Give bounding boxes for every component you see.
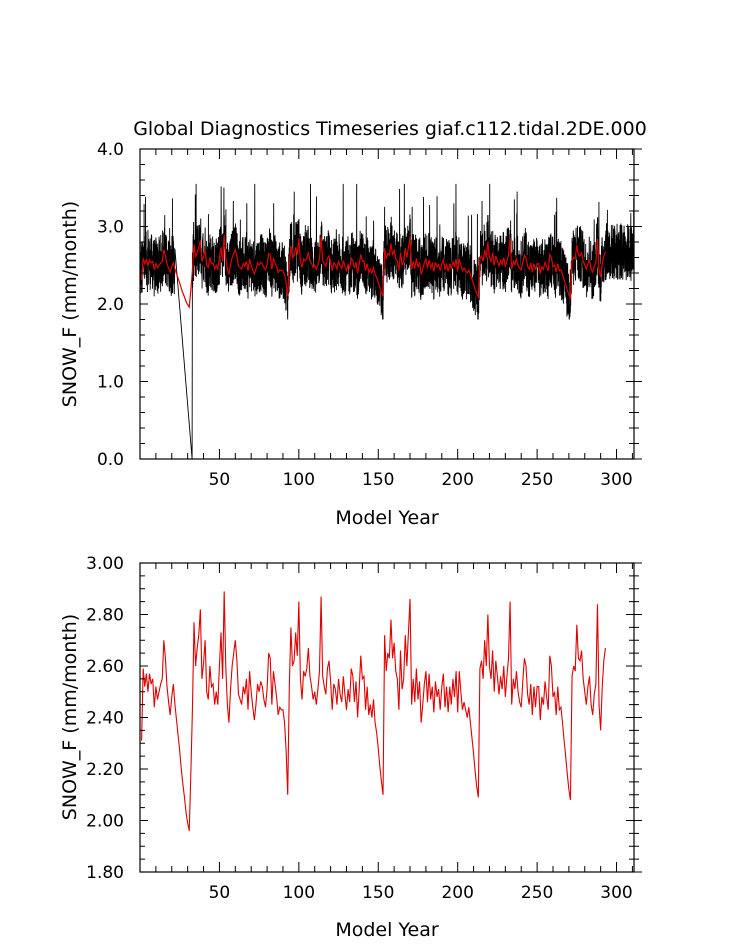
x-tick-label: 150 xyxy=(362,883,394,903)
bottom-ytick-labels: 1.80 2.00 2.20 2.40 2.60 2.80 3.00 xyxy=(86,554,124,883)
chart-top: Global Diagnostics Timeseries giaf.c112.… xyxy=(59,118,647,529)
y-tick-label: 2.80 xyxy=(86,606,124,626)
y-tick-label: 2.40 xyxy=(86,709,124,729)
monthly-series-line xyxy=(139,183,635,460)
x-tick-label: 50 xyxy=(209,883,231,903)
x-tick-label: 250 xyxy=(521,470,553,490)
top-series-layer xyxy=(139,183,635,460)
top-ytick-labels: 0.0 1.0 2.0 3.0 4.0 xyxy=(97,140,124,470)
y-tick-label: 4.0 xyxy=(97,140,124,160)
y-tick-label: 3.00 xyxy=(86,554,124,574)
top-ticks-layer xyxy=(140,148,642,460)
bottom-series-layer xyxy=(141,591,606,831)
y-tick-label: 1.80 xyxy=(86,863,124,883)
top-y-axis-label: SNOW_F (mm/month) xyxy=(59,201,81,407)
x-tick-label: 100 xyxy=(283,883,315,903)
y-tick-label: 2.20 xyxy=(86,760,124,780)
plot-frame-top xyxy=(139,148,635,460)
x-tick-label: 200 xyxy=(441,470,473,490)
x-tick-label: 50 xyxy=(209,470,231,490)
plot-frame-bottom xyxy=(139,562,635,873)
y-tick-label: 2.00 xyxy=(86,812,124,832)
bottom-ticks-layer xyxy=(140,562,642,873)
y-tick-label: 3.0 xyxy=(97,218,124,238)
x-tick-label: 300 xyxy=(600,470,632,490)
x-tick-label: 150 xyxy=(362,470,394,490)
chart-title: Global Diagnostics Timeseries giaf.c112.… xyxy=(133,118,647,140)
x-tick-label: 300 xyxy=(600,883,632,903)
y-tick-label: 0.0 xyxy=(97,450,124,470)
y-tick-label: 2.60 xyxy=(86,657,124,677)
annual-mean-series-line xyxy=(141,591,606,831)
x-tick-label: 250 xyxy=(521,883,553,903)
y-tick-label: 2.0 xyxy=(97,295,124,315)
x-tick-label: 200 xyxy=(441,883,473,903)
top-x-axis-label: Model Year xyxy=(335,507,439,529)
y-tick-label: 1.0 xyxy=(97,373,124,393)
x-tick-label: 100 xyxy=(283,470,315,490)
bottom-xtick-labels: 50 100 150 200 250 300 xyxy=(209,883,633,903)
annual-mean-series-line xyxy=(140,234,606,309)
top-xtick-labels: 50 100 150 200 250 300 xyxy=(209,470,633,490)
bottom-x-axis-label: Model Year xyxy=(335,919,439,941)
bottom-y-axis-label: SNOW_F (mm/month) xyxy=(59,614,81,820)
chart-bottom: 1.80 2.00 2.20 2.40 2.60 2.80 3.00 50 100 150 200… xyxy=(59,554,642,941)
